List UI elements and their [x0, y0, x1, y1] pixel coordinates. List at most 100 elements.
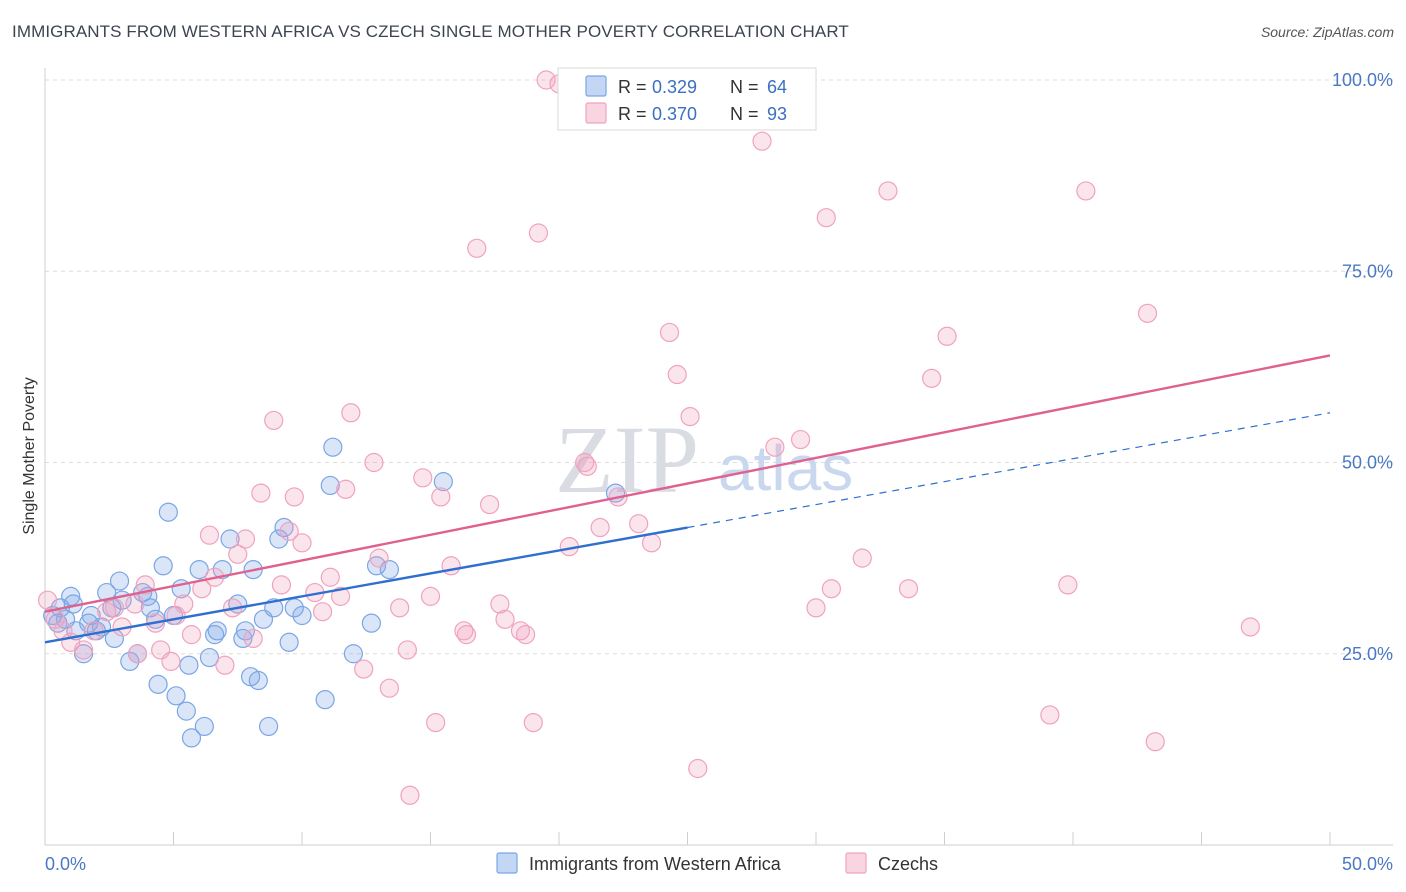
data-point	[220, 529, 240, 549]
y-tick-label: 50.0%	[1342, 453, 1393, 473]
watermark-atlas: atlas	[718, 432, 853, 504]
y-tick-label: 100.0%	[1332, 70, 1393, 90]
data-point	[495, 609, 515, 629]
data-point	[153, 556, 173, 576]
data-point	[269, 529, 289, 549]
data-point	[228, 544, 248, 564]
data-point	[120, 651, 140, 672]
data-point	[821, 579, 842, 599]
watermark: ZIP atlas	[555, 406, 853, 513]
data-point	[816, 208, 836, 228]
data-point	[1240, 617, 1260, 637]
data-point	[1040, 705, 1060, 725]
legend-label-czechs: Czechs	[878, 854, 938, 874]
data-point	[176, 701, 196, 721]
data-point	[536, 70, 556, 90]
data-point	[480, 494, 500, 515]
data-point	[898, 579, 919, 599]
data-point	[161, 651, 181, 672]
data-point	[667, 364, 687, 385]
data-point	[181, 625, 202, 645]
data-point	[148, 674, 168, 694]
data-point	[413, 468, 433, 488]
data-point	[523, 712, 543, 733]
data-point	[235, 621, 256, 641]
data-point	[790, 429, 811, 450]
legend-stats-r-value: 0.329	[652, 77, 697, 97]
legend-series: Immigrants from Western Africa Czechs	[496, 852, 938, 874]
data-point	[379, 678, 399, 698]
data-point	[135, 575, 155, 595]
x-tick-label: 0.0%	[45, 854, 86, 874]
data-point	[279, 521, 299, 541]
data-point	[577, 456, 597, 476]
data-point	[426, 712, 446, 733]
data-point	[127, 644, 148, 664]
data-point	[336, 479, 356, 499]
legend-stats-swatch-czechs	[585, 102, 607, 124]
tick-labels: 25.0% 50.0% 75.0% 100.0% 0.0% 50.0%	[45, 70, 1393, 874]
data-point	[688, 758, 708, 779]
data-point	[431, 487, 451, 507]
data-point	[629, 514, 649, 534]
data-point	[233, 628, 253, 649]
data-point	[1058, 575, 1078, 595]
data-point	[199, 647, 220, 668]
data-point	[433, 472, 453, 492]
data-point	[215, 655, 235, 675]
data-point	[878, 181, 898, 201]
legend-stats-box	[557, 67, 817, 131]
data-point	[590, 517, 610, 538]
y-axis-label: Single Mother Poverty	[21, 377, 38, 534]
data-point	[400, 785, 420, 805]
data-point	[199, 525, 220, 545]
data-point	[528, 223, 549, 243]
data-point	[515, 625, 536, 645]
data-point	[97, 582, 117, 603]
data-point	[258, 716, 279, 737]
data-point	[212, 559, 232, 580]
trend-line-extension	[687, 412, 1331, 529]
data-point	[179, 655, 199, 675]
data-point	[312, 602, 333, 622]
legend-label-western-africa: Immigrants from Western Africa	[529, 854, 782, 874]
data-point	[490, 594, 510, 614]
legend-stats-swatch-western-africa	[585, 75, 607, 97]
legend-stats-n-value: 93	[767, 104, 787, 124]
data-point	[354, 659, 374, 679]
x-tick-label: 50.0%	[1342, 854, 1393, 874]
data-point	[397, 640, 417, 660]
data-point	[366, 556, 387, 576]
data-point	[456, 625, 477, 645]
data-point	[274, 517, 294, 538]
data-point	[73, 640, 94, 660]
data-point	[158, 502, 178, 522]
legend-stats-r-value: 0.370	[652, 104, 697, 124]
data-point	[194, 716, 214, 737]
legend-stats-n-label: N =	[730, 77, 759, 97]
legend-stats-r-label: R =	[618, 104, 647, 124]
data-point	[189, 559, 209, 580]
data-point	[37, 590, 58, 610]
data-point	[284, 487, 304, 507]
data-point	[510, 621, 531, 641]
data-point	[922, 368, 942, 388]
data-point	[390, 598, 410, 618]
data-point	[852, 548, 872, 568]
data-point	[323, 437, 343, 457]
data-point	[659, 322, 680, 343]
legend-swatch-western-africa	[496, 852, 518, 874]
data-point	[467, 238, 487, 258]
data-point	[109, 571, 130, 591]
data-point	[292, 605, 312, 626]
data-point	[341, 403, 361, 423]
data-point	[251, 483, 271, 503]
y-tick-label: 75.0%	[1342, 261, 1393, 281]
trend-lines	[44, 354, 1331, 644]
data-point	[343, 644, 363, 664]
legend-swatch-czechs	[845, 852, 867, 874]
data-point	[765, 437, 785, 457]
data-point	[166, 686, 186, 706]
data-point	[271, 575, 292, 595]
data-point	[84, 621, 104, 641]
